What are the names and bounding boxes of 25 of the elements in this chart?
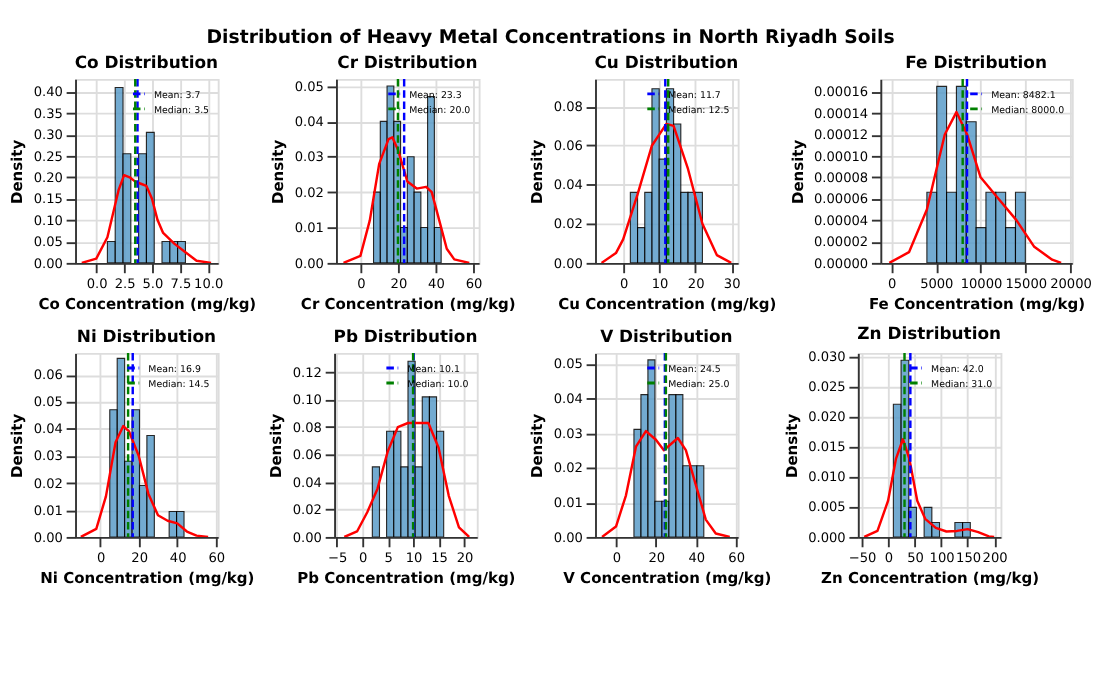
- y-axis-title: Density: [8, 139, 27, 205]
- y-axis-title: Density: [8, 413, 27, 479]
- x-axis-title: Pb Concentration (mg/kg): [297, 568, 516, 587]
- x-axis-title: Zn Concentration (mg/kg): [821, 568, 1040, 587]
- y-axis-title: Density: [269, 139, 288, 205]
- chart-title: Fe Distribution: [905, 52, 1047, 73]
- x-axis-title: V Concentration (mg/kg): [563, 568, 772, 587]
- y-axis-title: Density: [782, 413, 801, 479]
- chart-title: Pb Distribution: [333, 326, 478, 347]
- y-axis-title: Density: [267, 413, 286, 479]
- chart-title: Cr Distribution: [337, 52, 478, 73]
- x-axis-title: Cr Concentration (mg/kg): [300, 294, 516, 313]
- chart-title: Cu Distribution: [594, 52, 739, 73]
- chart-title: Ni Distribution: [76, 326, 217, 347]
- x-axis-title: Fe Concentration (mg/kg): [868, 294, 1086, 313]
- text: Distribution of Heavy Metal Concentrations in North Riyadh Soils: [206, 26, 896, 49]
- y-axis-title: Density: [528, 413, 547, 479]
- chart-title: Co Distribution: [74, 52, 219, 73]
- x-axis-title: Ni Concentration (mg/kg): [40, 568, 255, 587]
- x-axis-title: Co Concentration (mg/kg): [38, 294, 257, 313]
- x-axis-title: Cu Concentration (mg/kg): [558, 294, 777, 313]
- y-axis-title: Density: [528, 139, 547, 205]
- chart-title: Zn Distribution: [857, 323, 1002, 344]
- chart-title: V Distribution: [600, 326, 733, 347]
- y-axis-title: Density: [788, 139, 807, 205]
